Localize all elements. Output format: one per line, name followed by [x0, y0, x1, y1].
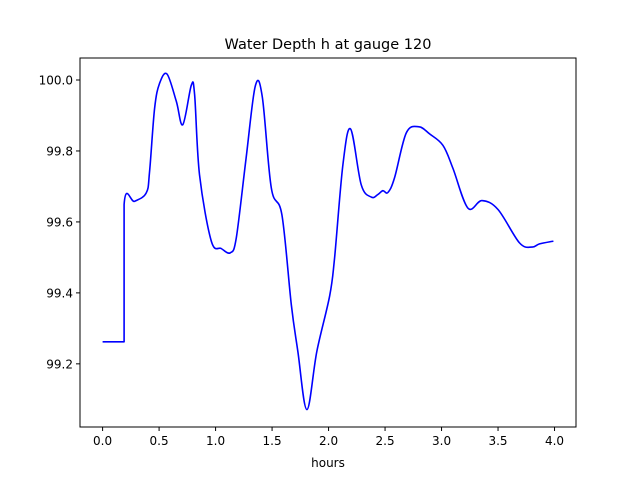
x-tick-label: 1.5 — [263, 434, 282, 448]
y-tick-label: 99.4 — [46, 286, 73, 300]
series-line-h — [102, 72, 554, 411]
x-tick-label: 0.5 — [150, 434, 169, 448]
x-tick-label: 4.0 — [545, 434, 564, 448]
chart-title: Water Depth h at gauge 120 — [225, 37, 432, 53]
y-axis: 99.2 99.4 99.6 99.8 100.0 — [39, 73, 80, 371]
x-tick-label: 2.5 — [376, 434, 395, 448]
x-tick-label: 1.0 — [206, 434, 225, 448]
axes-frame — [79, 57, 577, 428]
x-tick-label: 3.5 — [488, 434, 507, 448]
plot-area — [102, 72, 554, 411]
x-axis-label: hours — [311, 456, 345, 470]
x-tick-label: 0.0 — [93, 434, 112, 448]
y-tick-label: 100.0 — [39, 73, 73, 87]
y-tick-label: 99.2 — [46, 357, 73, 371]
y-tick-label: 99.8 — [46, 144, 73, 158]
x-axis: 0.0 0.5 1.0 1.5 2.0 2.5 3.0 3.5 4.0 — [93, 427, 564, 448]
x-tick-label: 3.0 — [432, 434, 451, 448]
y-tick-label: 99.6 — [46, 215, 73, 229]
x-tick-label: 2.0 — [319, 434, 338, 448]
